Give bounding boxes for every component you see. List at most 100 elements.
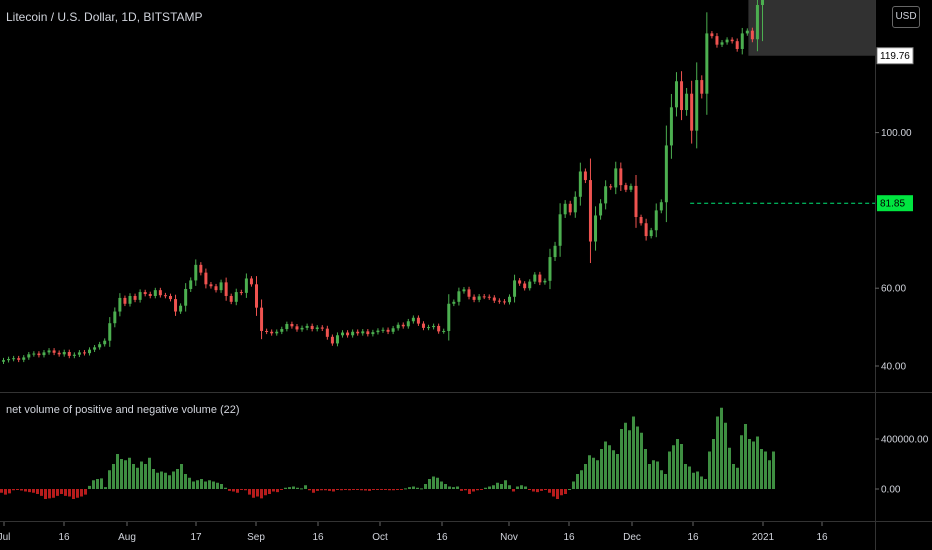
volume-bar — [20, 489, 23, 491]
volume-bar — [204, 481, 207, 489]
candle — [199, 264, 203, 273]
candle — [158, 290, 162, 296]
time-tick-label: 2021 — [752, 532, 775, 543]
candle — [184, 288, 188, 306]
candle — [674, 81, 678, 108]
candle — [588, 180, 592, 242]
candle — [42, 352, 46, 356]
candle — [300, 327, 304, 330]
candle — [310, 325, 314, 330]
volume-bar — [64, 489, 67, 496]
volume-bar — [700, 476, 703, 489]
volume-bar — [216, 482, 219, 489]
candle — [351, 331, 355, 336]
volume-bar — [772, 451, 775, 489]
time-tick-label: 16 — [687, 532, 699, 543]
volume-bar — [632, 416, 635, 489]
candle — [583, 171, 587, 181]
candle — [305, 325, 309, 328]
currency-button[interactable]: USD — [892, 6, 920, 28]
volume-bar — [96, 479, 99, 489]
candle — [7, 358, 11, 361]
candle — [659, 202, 663, 211]
volume-bar — [532, 489, 535, 492]
volume-bar — [644, 449, 647, 489]
time-tick-label: 16 — [436, 532, 448, 543]
volume-bar — [192, 481, 195, 489]
candle — [57, 352, 61, 355]
volume-bar — [584, 464, 587, 489]
volume-bar — [468, 489, 471, 494]
candle — [27, 354, 31, 358]
volume-bar — [452, 487, 455, 489]
volume-bar — [464, 489, 467, 491]
time-tick-label: Dec — [623, 532, 641, 543]
volume-bar — [32, 489, 35, 493]
volume-bar — [660, 470, 663, 489]
candle — [371, 332, 375, 335]
candle — [72, 354, 76, 356]
candle — [153, 290, 157, 296]
volume-bar — [652, 460, 655, 489]
candle — [214, 286, 218, 291]
volume-bar — [156, 472, 159, 489]
candle — [462, 289, 466, 292]
candle — [260, 307, 264, 331]
volume-bar — [760, 449, 763, 489]
candle — [558, 214, 562, 246]
volume-bar — [4, 489, 7, 495]
candle — [614, 168, 618, 188]
volume-bar — [656, 461, 659, 489]
volume-bar — [36, 489, 39, 494]
volume-bar — [244, 489, 247, 491]
volume-bar — [12, 489, 15, 491]
candle — [508, 296, 511, 303]
candle — [416, 317, 420, 324]
volume-bar — [164, 472, 167, 489]
candle — [538, 274, 542, 283]
volume-bar — [236, 489, 239, 493]
candle — [492, 297, 496, 301]
candle — [710, 33, 714, 37]
volume-bar — [380, 489, 383, 490]
candle — [229, 295, 233, 302]
volume-bar — [472, 489, 475, 492]
volume-bar — [420, 488, 423, 490]
volume-bar — [128, 457, 131, 489]
volume-bar — [444, 484, 447, 489]
volume-bar — [200, 479, 203, 489]
volume-bar — [140, 461, 143, 489]
candle — [189, 280, 193, 289]
candle — [497, 300, 501, 302]
candle — [219, 282, 223, 291]
volume-bar — [120, 459, 123, 489]
candle — [320, 327, 324, 329]
volume-bar — [748, 439, 751, 489]
volume-bar — [404, 488, 407, 490]
candle — [52, 350, 56, 353]
volume-bar — [296, 487, 299, 489]
candle — [315, 327, 319, 330]
candle — [285, 323, 289, 330]
volume-bar — [344, 489, 347, 490]
candle — [735, 41, 739, 49]
candle — [680, 81, 684, 111]
volume-bar — [512, 489, 515, 492]
candle — [528, 281, 532, 289]
volume-bar — [284, 487, 287, 489]
volume-bar — [576, 474, 579, 489]
volume-bar — [568, 489, 571, 490]
volume-bar — [56, 489, 59, 496]
candle — [113, 311, 117, 324]
candle — [179, 305, 183, 312]
volume-bar — [608, 445, 611, 489]
candle — [654, 210, 658, 231]
volume-pane — [0, 407, 775, 499]
candle — [32, 353, 36, 355]
volume-bar — [520, 485, 523, 489]
candle — [695, 80, 699, 131]
volume-bar — [596, 460, 599, 489]
candle — [295, 326, 299, 330]
volume-bar — [708, 451, 711, 489]
candle — [325, 328, 329, 337]
